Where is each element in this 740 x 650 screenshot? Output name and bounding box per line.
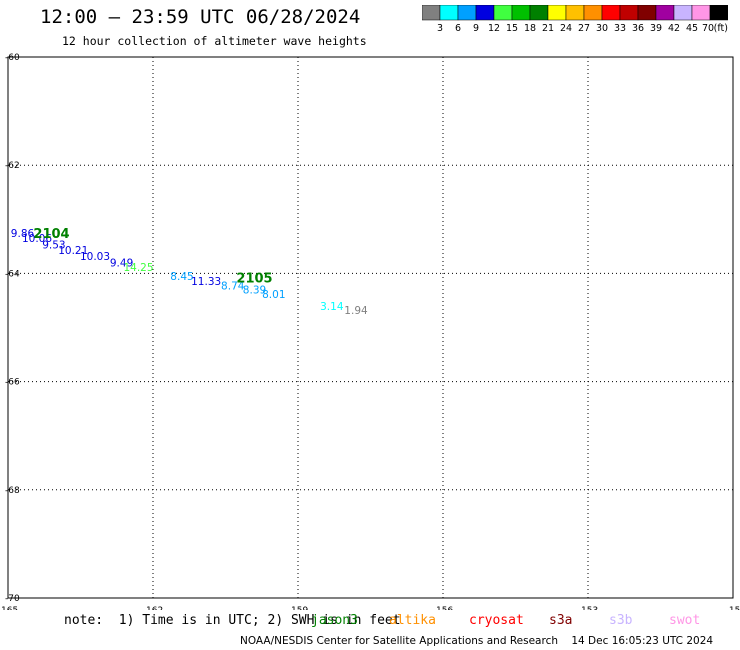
satellite-label-altika: altika [389, 613, 436, 628]
wave-height-label: 1.94 [344, 305, 368, 317]
legend-tick-label: 27 [578, 23, 590, 34]
legend-tick-label: 70 [702, 23, 714, 34]
longitude-tick-label: -15 [726, 606, 740, 610]
legend-tick-label: 3 [437, 23, 443, 34]
latitude-tick-label: -64 [5, 269, 20, 279]
legend-tick-label: 45 [686, 23, 698, 34]
satellite-label-jason3: jason3 [311, 613, 358, 628]
wave-height-label: 14.25 [123, 262, 153, 274]
legend-tick-label: 24 [560, 23, 572, 34]
wave-height-label: 10.21 [58, 245, 88, 257]
latitude-tick-label: -60 [5, 53, 20, 63]
wave-height-label: 8.01 [262, 289, 285, 301]
legend-tick-label: 33 [614, 23, 626, 34]
longitude-tick-label: -156 [433, 606, 454, 610]
wave-height-label: 11.33 [191, 276, 221, 288]
satellite-label-s3b: s3b [609, 613, 633, 628]
legend-swatch [709, 5, 728, 21]
wave-height-label: 8.74 [221, 280, 245, 292]
legend-tick-label: 12 [488, 23, 500, 34]
legend-tick-label: 6 [455, 23, 461, 34]
legend-tick-label: 36 [632, 23, 644, 34]
legend-tick-label: 30 [596, 23, 608, 34]
satellite-label-s3a: s3a [549, 613, 573, 628]
wave-height-label: 9.49 [110, 258, 133, 270]
note-text: note: 1) Time is in UTC; 2) SWH is in fe… [64, 613, 401, 628]
legend-tick-label: 39 [650, 23, 662, 34]
longitude-tick-label: -165 [0, 606, 18, 610]
longitude-tick-label: -159 [288, 606, 309, 610]
latitude-tick-label: -68 [5, 486, 20, 496]
credits-footer: NOAA/NESDIS Center for Satellite Applica… [240, 635, 714, 647]
wave-height-color-legend: 3 6 9 12 15 18 21 24 27 30 33 36 39 42 45 70 (ft) [422, 5, 728, 34]
legend-tick-label: 18 [524, 23, 536, 34]
wave-height-label: 10.03 [80, 251, 110, 263]
legend-tick-label: 15 [506, 23, 518, 34]
legend-tick-label: 9 [473, 23, 479, 34]
time-label: 2104 [33, 227, 69, 242]
latitude-tick-label: -62 [5, 161, 20, 171]
map-frame [7, 56, 734, 599]
wave-height-label: 9.86 [11, 228, 35, 240]
legend-tick-label: 42 [668, 23, 680, 34]
wave-height-label: 9.53 [42, 240, 65, 252]
wave-height-label: 3.14 [320, 301, 344, 313]
latitude-tick-label: -66 [5, 378, 20, 388]
altimeter-map-plot: -165 -162 -159 -156 -153 -15 -60 -62 -64 -66 -68 -7… [0, 53, 740, 610]
latitude-tick-label: -70 [5, 594, 20, 604]
legend-tick-label: 21 [542, 23, 554, 34]
map-title: 12:00 – 23:59 UTC 06/28/2024 [40, 6, 361, 28]
wave-height-label: 8.39 [243, 285, 266, 297]
longitude-tick-label: -162 [143, 606, 163, 610]
time-label: 2105 [236, 272, 272, 287]
longitude-tick-label: -153 [578, 606, 598, 610]
wave-height-label: 8.45 [170, 271, 193, 283]
map-subtitle: 12 hour collection of altimeter wave hei… [62, 34, 367, 48]
wave-height-label: 10.06 [22, 233, 52, 245]
satellite-label-swot: swot [669, 613, 701, 628]
legend-unit-label: (ft) [714, 23, 728, 34]
satellite-label-cryosat: cryosat [469, 613, 524, 628]
